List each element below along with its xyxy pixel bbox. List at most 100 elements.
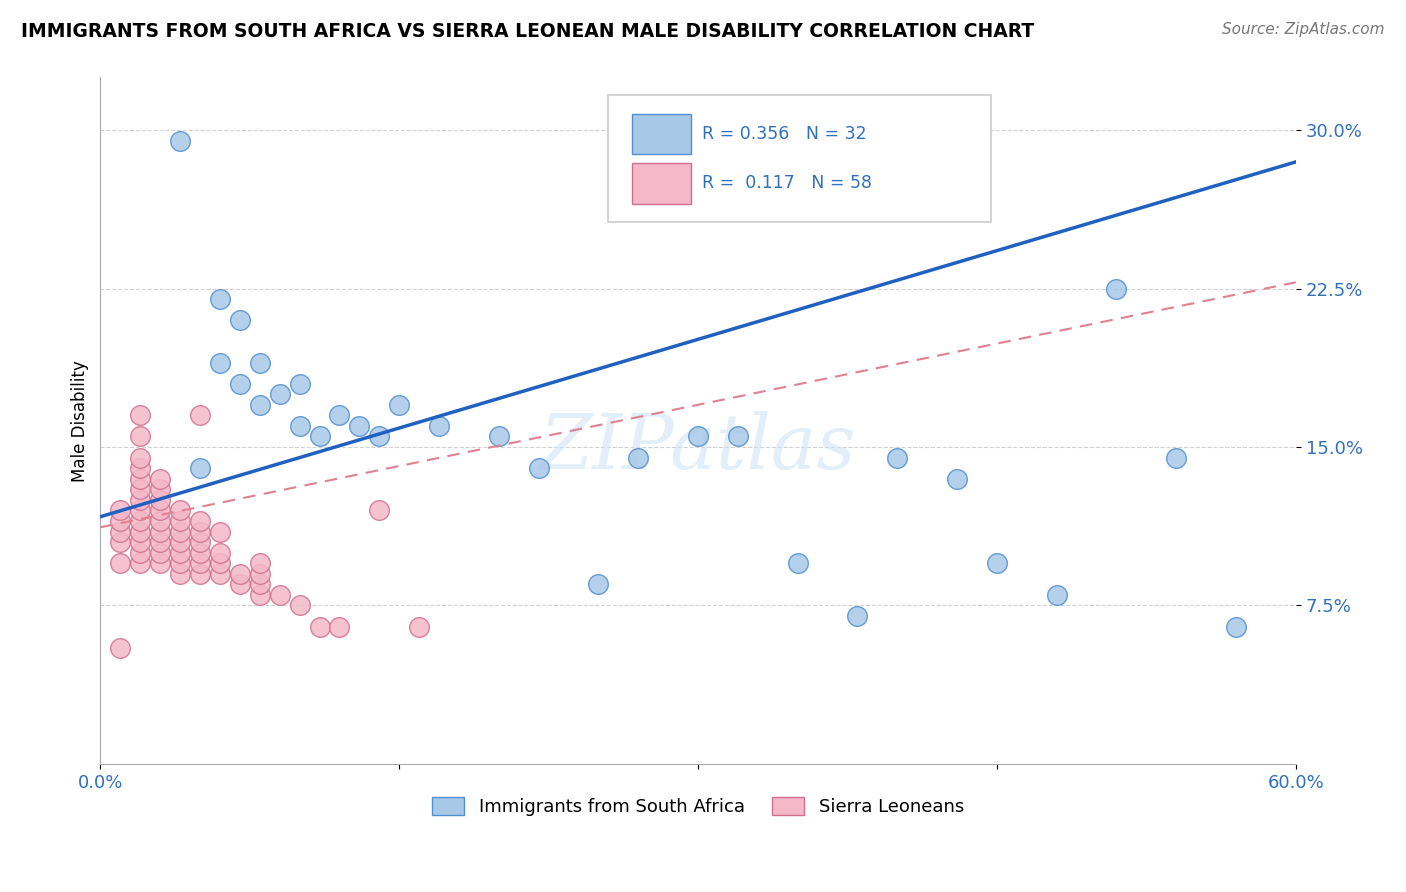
Point	[368, 429, 391, 443]
Point	[149, 514, 172, 528]
Point	[349, 418, 371, 433]
Point	[229, 566, 252, 581]
Point	[288, 599, 311, 613]
Point	[110, 514, 132, 528]
Point	[388, 398, 411, 412]
Point	[110, 503, 132, 517]
Point	[208, 556, 231, 570]
Point	[129, 524, 152, 539]
Point	[686, 429, 709, 443]
FancyBboxPatch shape	[633, 163, 690, 203]
Point	[786, 556, 808, 570]
Legend: Immigrants from South Africa, Sierra Leoneans: Immigrants from South Africa, Sierra Leo…	[425, 789, 972, 823]
Point	[986, 556, 1008, 570]
Point	[169, 134, 191, 148]
Point	[169, 556, 191, 570]
Point	[249, 588, 271, 602]
Point	[129, 409, 152, 423]
Point	[149, 556, 172, 570]
Point	[269, 387, 291, 401]
Point	[328, 619, 350, 633]
Point	[288, 376, 311, 391]
Point	[110, 556, 132, 570]
Y-axis label: Male Disability: Male Disability	[72, 359, 89, 482]
Point	[149, 483, 172, 497]
Point	[188, 566, 211, 581]
Point	[627, 450, 650, 465]
Point	[129, 514, 152, 528]
Point	[1166, 450, 1188, 465]
Point	[208, 292, 231, 306]
Point	[169, 514, 191, 528]
Point	[169, 546, 191, 560]
Text: IMMIGRANTS FROM SOUTH AFRICA VS SIERRA LEONEAN MALE DISABILITY CORRELATION CHART: IMMIGRANTS FROM SOUTH AFRICA VS SIERRA L…	[21, 22, 1035, 41]
Point	[169, 503, 191, 517]
Point	[328, 409, 350, 423]
Point	[149, 472, 172, 486]
Point	[188, 546, 211, 560]
Point	[308, 429, 330, 443]
Point	[229, 376, 252, 391]
FancyBboxPatch shape	[633, 114, 690, 154]
Point	[229, 313, 252, 327]
Point	[188, 461, 211, 475]
Point	[169, 524, 191, 539]
Point	[188, 524, 211, 539]
Point	[188, 556, 211, 570]
Point	[188, 514, 211, 528]
Point	[169, 535, 191, 549]
Point	[129, 461, 152, 475]
Point	[110, 640, 132, 655]
Point	[208, 546, 231, 560]
Point	[149, 503, 172, 517]
Point	[427, 418, 450, 433]
Point	[249, 577, 271, 591]
Point	[229, 577, 252, 591]
Point	[368, 503, 391, 517]
Point	[208, 355, 231, 369]
Point	[886, 450, 908, 465]
Point	[527, 461, 550, 475]
FancyBboxPatch shape	[609, 95, 991, 221]
Point	[149, 535, 172, 549]
Text: ZIPatlas: ZIPatlas	[540, 411, 856, 485]
Point	[488, 429, 510, 443]
Point	[129, 429, 152, 443]
Point	[129, 503, 152, 517]
Point	[129, 492, 152, 507]
Point	[149, 524, 172, 539]
Point	[249, 398, 271, 412]
Point	[129, 472, 152, 486]
Point	[110, 524, 132, 539]
Point	[846, 609, 869, 624]
Point	[308, 619, 330, 633]
Point	[249, 556, 271, 570]
Point	[110, 535, 132, 549]
Point	[129, 535, 152, 549]
Point	[129, 556, 152, 570]
Point	[249, 566, 271, 581]
Point	[208, 524, 231, 539]
Point	[188, 535, 211, 549]
Point	[129, 546, 152, 560]
Point	[727, 429, 749, 443]
Point	[1105, 282, 1128, 296]
Point	[129, 450, 152, 465]
Point	[208, 566, 231, 581]
Point	[288, 418, 311, 433]
Point	[588, 577, 610, 591]
Point	[149, 546, 172, 560]
Point	[129, 483, 152, 497]
Point	[1046, 588, 1069, 602]
Point	[408, 619, 430, 633]
Point	[249, 355, 271, 369]
Point	[1225, 619, 1247, 633]
Point	[169, 566, 191, 581]
Point	[269, 588, 291, 602]
Point	[149, 492, 172, 507]
Point	[946, 472, 969, 486]
Text: R = 0.356   N = 32: R = 0.356 N = 32	[702, 125, 866, 143]
Text: R =  0.117   N = 58: R = 0.117 N = 58	[702, 174, 872, 192]
Point	[188, 409, 211, 423]
Text: Source: ZipAtlas.com: Source: ZipAtlas.com	[1222, 22, 1385, 37]
